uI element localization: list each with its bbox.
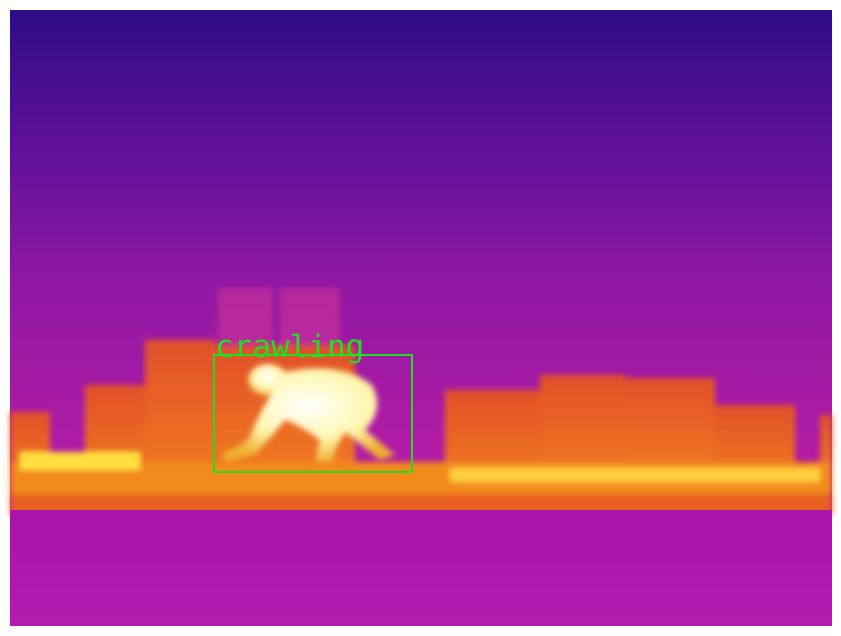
skyline <box>10 288 832 516</box>
bounding-box <box>213 354 413 473</box>
person <box>222 364 395 462</box>
water <box>10 510 832 626</box>
detection-label: crawling <box>215 329 364 365</box>
